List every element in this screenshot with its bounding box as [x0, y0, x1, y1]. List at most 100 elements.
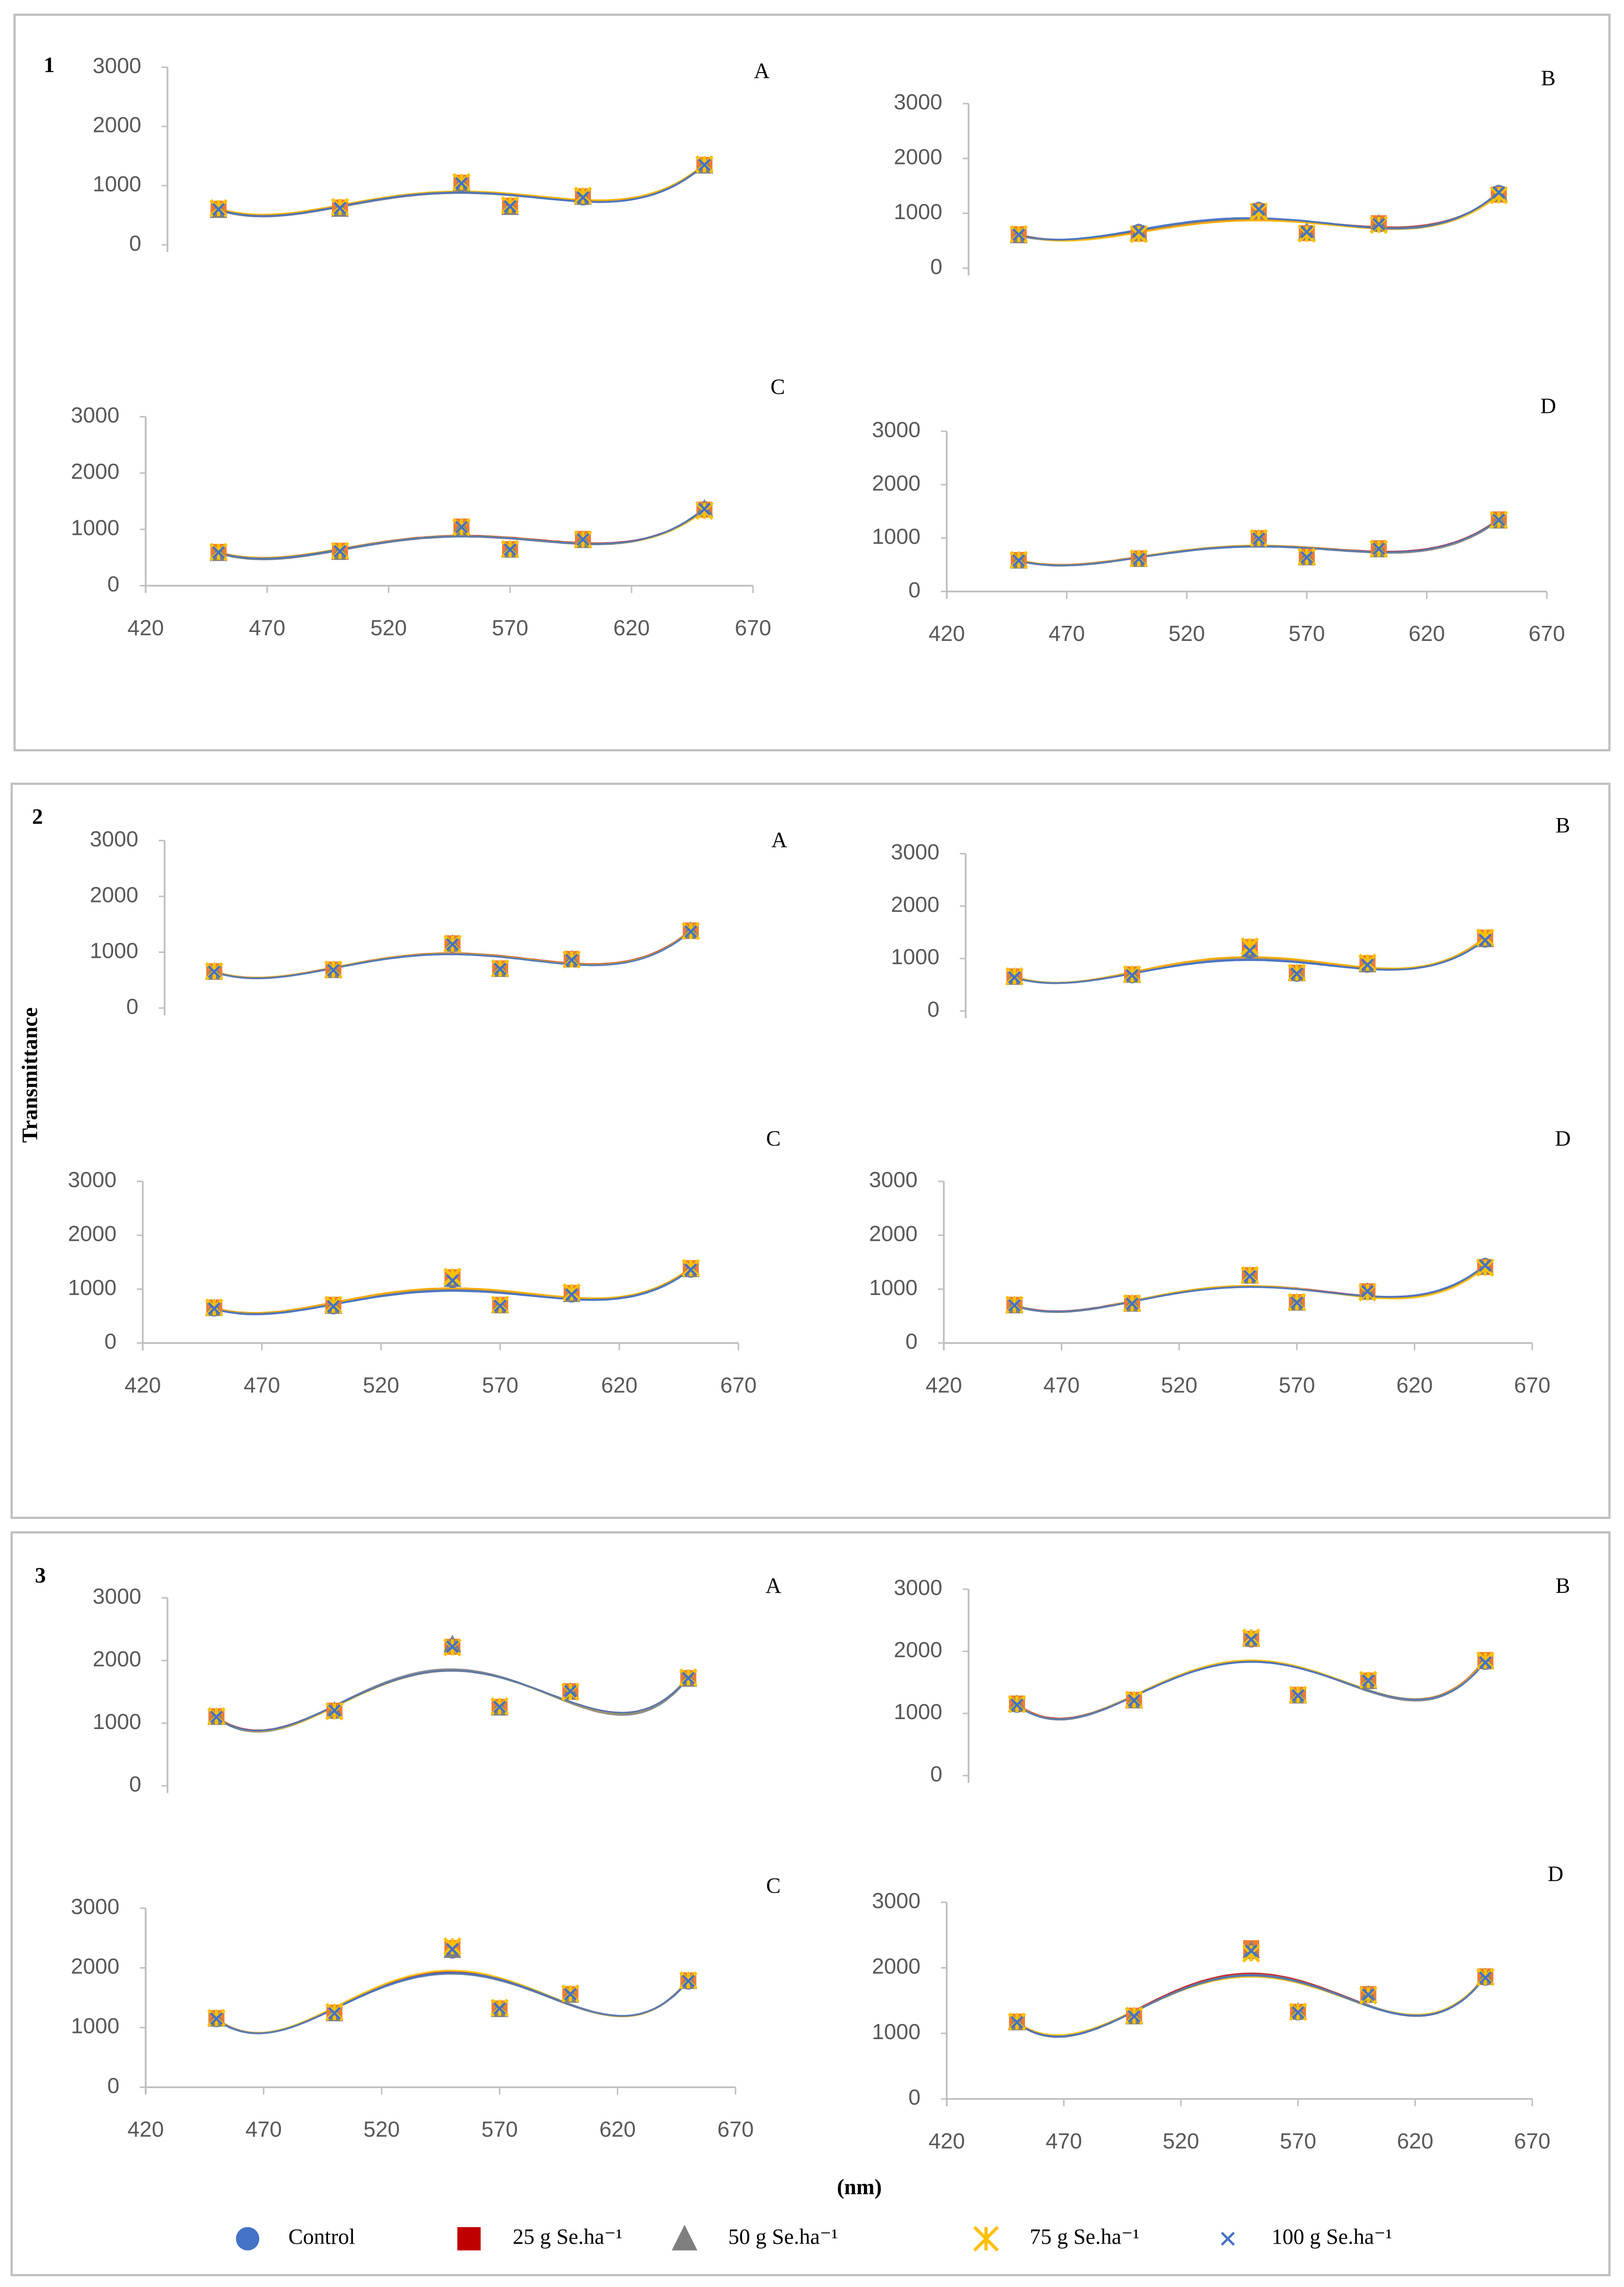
y-tick-label: 2000 [93, 1647, 141, 1671]
marker [446, 1943, 459, 1956]
y-tick-label: 1000 [894, 1699, 942, 1724]
y-tick-label: 0 [129, 1772, 141, 1796]
y-tick-label: 3000 [894, 1575, 942, 1599]
marker [1243, 944, 1256, 957]
marker [576, 191, 590, 204]
trend-line [1016, 1975, 1486, 2038]
y-tick-label: 2000 [872, 471, 920, 495]
y-axis-label: Transmittance [18, 1008, 42, 1143]
x-tick-label: 420 [928, 621, 965, 646]
y-tick-label: 1000 [872, 2019, 920, 2044]
x-tick-label: 620 [1396, 1373, 1433, 1397]
marker [493, 1700, 506, 1713]
x-tick-label: 620 [1409, 621, 1445, 646]
panel-title: B [1556, 813, 1570, 837]
marker [446, 938, 459, 951]
trend-line [216, 1972, 689, 2034]
marker [684, 925, 697, 938]
marker [328, 1704, 341, 1717]
x-tick-label: 420 [127, 2117, 164, 2141]
trend-line [216, 1973, 689, 2034]
marker [1372, 542, 1386, 556]
marker [493, 2002, 506, 2015]
legend-label: 75 g Se.ha⁻¹ [1030, 2225, 1140, 2249]
y-tick-label: 1000 [872, 524, 920, 549]
trend-line [1016, 1975, 1486, 2038]
trend-line [1016, 1661, 1486, 1721]
marker [562, 1283, 581, 1302]
marker [1132, 225, 1145, 238]
x-tick-label: 670 [1514, 1373, 1550, 1397]
marker [1012, 228, 1025, 241]
marker [493, 1299, 507, 1312]
trend-line [216, 1670, 689, 1732]
panel-title: C [771, 375, 785, 399]
x-tick-label: 420 [926, 1373, 962, 1397]
trend-line [216, 1969, 689, 2034]
marker [207, 965, 221, 978]
marker [576, 533, 590, 546]
y-tick-label: 3000 [71, 1894, 119, 1918]
y-tick-label: 3000 [71, 403, 119, 427]
trend-line [1016, 1972, 1486, 2038]
x-tick-label: 520 [1161, 1373, 1197, 1397]
panel-title: C [766, 1127, 781, 1151]
marker [1242, 1628, 1261, 1647]
x-tick-label: 670 [720, 1373, 756, 1397]
trend-line [1016, 1974, 1486, 2038]
marker [493, 962, 507, 975]
trend-line [216, 1669, 689, 1733]
marker [1300, 225, 1313, 238]
x-tick-label: 670 [1529, 621, 1565, 646]
marker [1479, 1656, 1492, 1669]
marker [333, 202, 347, 215]
marker [1221, 2231, 1235, 2246]
marker [328, 2007, 341, 2020]
y-tick-label: 0 [126, 994, 139, 1018]
marker [1125, 968, 1139, 982]
marker [1479, 1971, 1492, 1984]
trend-line [218, 508, 705, 560]
panel-box [10, 1531, 1611, 2277]
marker [503, 200, 517, 213]
marker [681, 1672, 695, 1685]
marker [457, 2227, 481, 2251]
panel-title: B [1541, 66, 1556, 90]
x-tick-label: 670 [1514, 2129, 1550, 2153]
marker [1492, 186, 1505, 199]
panel-title: D [1555, 1127, 1570, 1151]
marker [236, 2227, 260, 2251]
y-tick-label: 1000 [71, 516, 119, 540]
trend-line [216, 1670, 689, 1732]
x-tick-label: 570 [1288, 621, 1325, 646]
trend-line [1016, 1658, 1486, 1720]
trend-line [214, 1267, 692, 1314]
marker [672, 2224, 697, 2251]
marker [1362, 1988, 1375, 2001]
y-tick-label: 2000 [71, 1954, 119, 1978]
y-tick-label: 1000 [93, 172, 141, 196]
marker [1252, 532, 1265, 545]
marker [446, 1640, 459, 1654]
trend-line [216, 1668, 689, 1733]
trend-line [216, 1670, 689, 1732]
marker [564, 1987, 577, 2001]
x-tick-label: 470 [249, 615, 285, 640]
x-tick-label: 570 [481, 2117, 517, 2141]
marker [443, 1937, 462, 1956]
trend-line [1016, 1659, 1486, 1720]
trend-line [218, 164, 705, 217]
marker [574, 186, 592, 205]
marker [1127, 1694, 1141, 1707]
marker [1243, 1270, 1256, 1283]
marker [1290, 1296, 1304, 1309]
y-tick-label: 2000 [71, 459, 119, 484]
marker [455, 177, 468, 190]
marker [684, 1263, 697, 1277]
y-tick-label: 3000 [93, 1584, 141, 1608]
x-tick-label: 670 [717, 2117, 754, 2141]
marker [1476, 928, 1494, 947]
y-tick-label: 3000 [869, 1167, 918, 1192]
marker [695, 501, 714, 520]
